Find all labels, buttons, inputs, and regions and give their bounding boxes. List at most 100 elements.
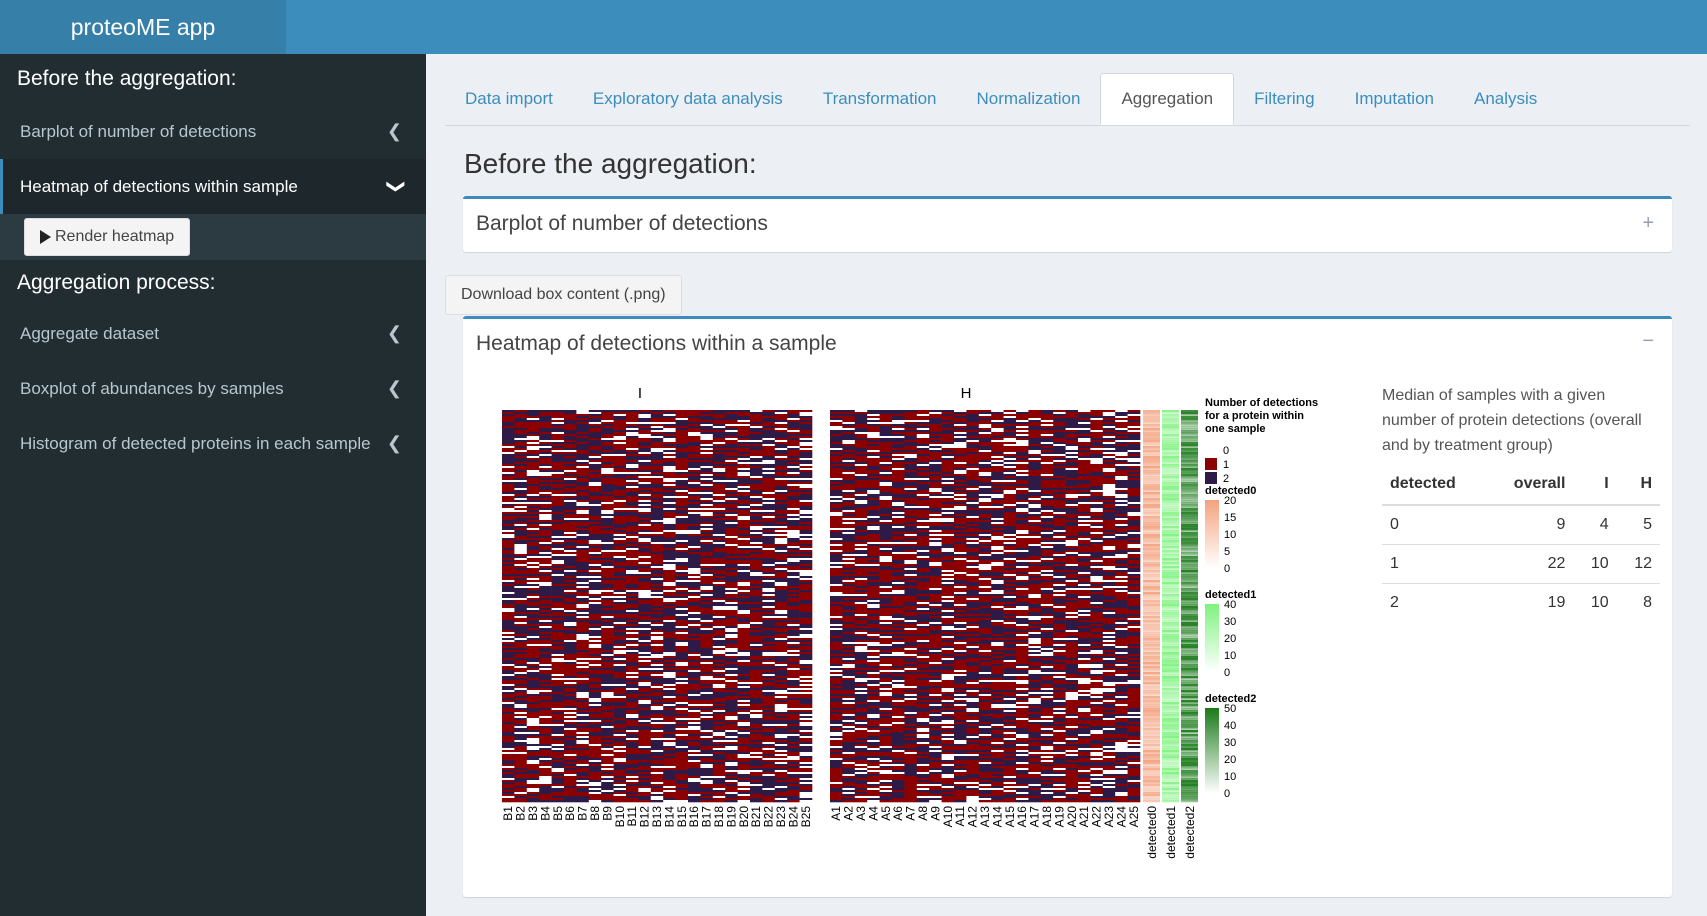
- collapse-icon[interactable]: −: [1642, 330, 1654, 352]
- sidebar-item-label: Barplot of number of detections: [20, 121, 257, 141]
- sample-i-label: B19: [724, 806, 738, 828]
- heatmap-group-label-i: I: [638, 385, 642, 402]
- cell: 9: [1486, 504, 1574, 545]
- render-heatmap-button[interactable]: Render heatmap: [24, 218, 191, 256]
- col-header-overall: overall: [1486, 464, 1574, 506]
- sidebar-item-heatmap[interactable]: Heatmap of detections within sample ❮: [0, 159, 426, 214]
- legend-tick-label: 5: [1224, 546, 1230, 558]
- sample-i-label: B24: [786, 806, 800, 828]
- tab-imputation[interactable]: Imputation: [1354, 89, 1434, 108]
- sample-i-label: B7: [576, 806, 590, 821]
- sample-h-label: A20: [1065, 806, 1079, 828]
- sample-h-label: A17: [1028, 806, 1042, 828]
- sample-h-label: A14: [990, 806, 1004, 828]
- sample-h-label: A16: [1015, 806, 1029, 828]
- page-title: Before the aggregation:: [464, 148, 757, 179]
- legend-tick-label: 40: [1224, 599, 1236, 611]
- box-title: Heatmap of detections within a sample: [476, 332, 837, 355]
- tab-analysis[interactable]: Analysis: [1473, 89, 1538, 108]
- sample-h-label: A15: [1003, 806, 1017, 828]
- sidebar: Before the aggregation: Barplot of numbe…: [0, 54, 426, 916]
- legend-tick-label: 15: [1224, 512, 1236, 524]
- sample-h-label: A12: [966, 806, 980, 828]
- sample-i-label: B16: [687, 806, 701, 828]
- sample-h-label: A25: [1127, 806, 1141, 828]
- legend-tick-label: 10: [1224, 650, 1236, 662]
- legend-tick-label: 20: [1224, 495, 1236, 507]
- tab-normalization[interactable]: Normalization: [976, 89, 1081, 108]
- legend-tick-label: 20: [1224, 633, 1236, 645]
- cell: 12: [1616, 544, 1660, 584]
- legend-title: Number of detections: [1205, 397, 1318, 409]
- tab-data-import[interactable]: Data import: [465, 89, 553, 108]
- tab-exploratory[interactable]: Exploratory data analysis: [592, 89, 783, 108]
- legend-gradient-bar: [1205, 500, 1219, 568]
- sidebar-section-title: Aggregation process:: [17, 271, 216, 294]
- sidebar-submenu: Render heatmap: [0, 214, 426, 260]
- tab-filtering[interactable]: Filtering: [1254, 89, 1315, 108]
- heatmap-block-i: [502, 410, 813, 803]
- legend-tick-label: 10: [1224, 771, 1236, 783]
- sample-i-label: B9: [600, 806, 614, 821]
- sample-h-label: A3: [854, 806, 868, 821]
- annotation-label: detected1: [1164, 806, 1178, 859]
- sample-i-label: B5: [551, 806, 565, 821]
- sample-i-label: B13: [650, 806, 664, 828]
- chevron-left-icon: ❮: [386, 323, 402, 343]
- cell: 19: [1486, 583, 1574, 622]
- legend-swatch: [1205, 458, 1217, 470]
- cell: 4: [1573, 504, 1617, 545]
- legend-level-label: 0: [1223, 445, 1229, 457]
- table-row: 0 9 4 5: [1382, 504, 1660, 545]
- sample-h-label: A23: [1102, 806, 1116, 828]
- app-logo[interactable]: proteoME app: [0, 0, 286, 54]
- sample-i-label: B10: [613, 806, 627, 828]
- table-row: 1 22 10 12: [1382, 544, 1660, 584]
- render-heatmap-label: Render heatmap: [55, 228, 175, 245]
- sample-h-label: A21: [1077, 806, 1091, 828]
- sample-i-label: B14: [662, 806, 676, 828]
- legend-gradient-bar: [1205, 708, 1219, 793]
- sidebar-item-label: Histogram of detected proteins in each s…: [20, 433, 371, 453]
- expand-icon[interactable]: +: [1642, 212, 1654, 234]
- annotation-column-detected2: [1181, 410, 1198, 803]
- sidebar-item-label: Boxplot of abundances by samples: [20, 378, 284, 398]
- legend-level-label: 1: [1223, 459, 1229, 471]
- sample-i-label: B21: [749, 806, 763, 828]
- legend-gradient-bar: [1205, 604, 1219, 672]
- download-png-button[interactable]: Download box content (.png): [445, 275, 682, 315]
- top-header: proteoME app: [0, 0, 1707, 54]
- sidebar-item-label: Heatmap of detections within sample: [20, 176, 298, 196]
- tab-transformation[interactable]: Transformation: [822, 89, 937, 108]
- detections-heatmap: I HB1B2B3B4B5B6B7B8B9B10B11B12B13B14B15B1…: [501, 385, 1318, 859]
- sample-h-label: A19: [1052, 806, 1066, 828]
- sidebar-item-barplot[interactable]: Barplot of number of detections ❮: [0, 104, 426, 159]
- sample-h-label: A18: [1040, 806, 1054, 828]
- annotation-label: detected2: [1183, 806, 1197, 859]
- sample-i-label: B17: [700, 806, 714, 828]
- cell: 5: [1616, 504, 1660, 545]
- sample-i-label: B6: [563, 806, 577, 821]
- legend-tick-label: 20: [1224, 754, 1236, 766]
- sidebar-item-aggregate[interactable]: Aggregate dataset ❮: [0, 306, 426, 361]
- sample-i-label: B18: [712, 806, 726, 828]
- legend-tick-label: 50: [1224, 703, 1236, 715]
- sample-h-label: A8: [916, 806, 930, 821]
- annotation-column-detected0: [1143, 410, 1160, 803]
- cell: 0: [1382, 504, 1487, 545]
- summary-table: detected overall I H 0 9 4 5 1 22 10 12 …: [1382, 464, 1660, 622]
- table-row: 2 19 10 8: [1382, 583, 1660, 622]
- sidebar-item-histogram[interactable]: Histogram of detected proteins in each s…: [0, 416, 426, 471]
- sample-h-label: A22: [1090, 806, 1104, 828]
- legend-annotation-title: detected0: [1205, 485, 1256, 497]
- tab-aggregation[interactable]: Aggregation: [1100, 73, 1235, 125]
- col-header-h: H: [1616, 464, 1660, 506]
- sample-i-label: B15: [675, 806, 689, 828]
- legend-tick-label: 40: [1224, 720, 1236, 732]
- sample-i-label: B25: [799, 806, 813, 828]
- box-title: Barplot of number of detections: [476, 212, 768, 235]
- cell: 10: [1573, 544, 1617, 584]
- legend-annotation-title: detected1: [1205, 589, 1256, 601]
- sample-h-label: A24: [1114, 806, 1128, 828]
- sidebar-item-boxplot[interactable]: Boxplot of abundances by samples ❮: [0, 361, 426, 416]
